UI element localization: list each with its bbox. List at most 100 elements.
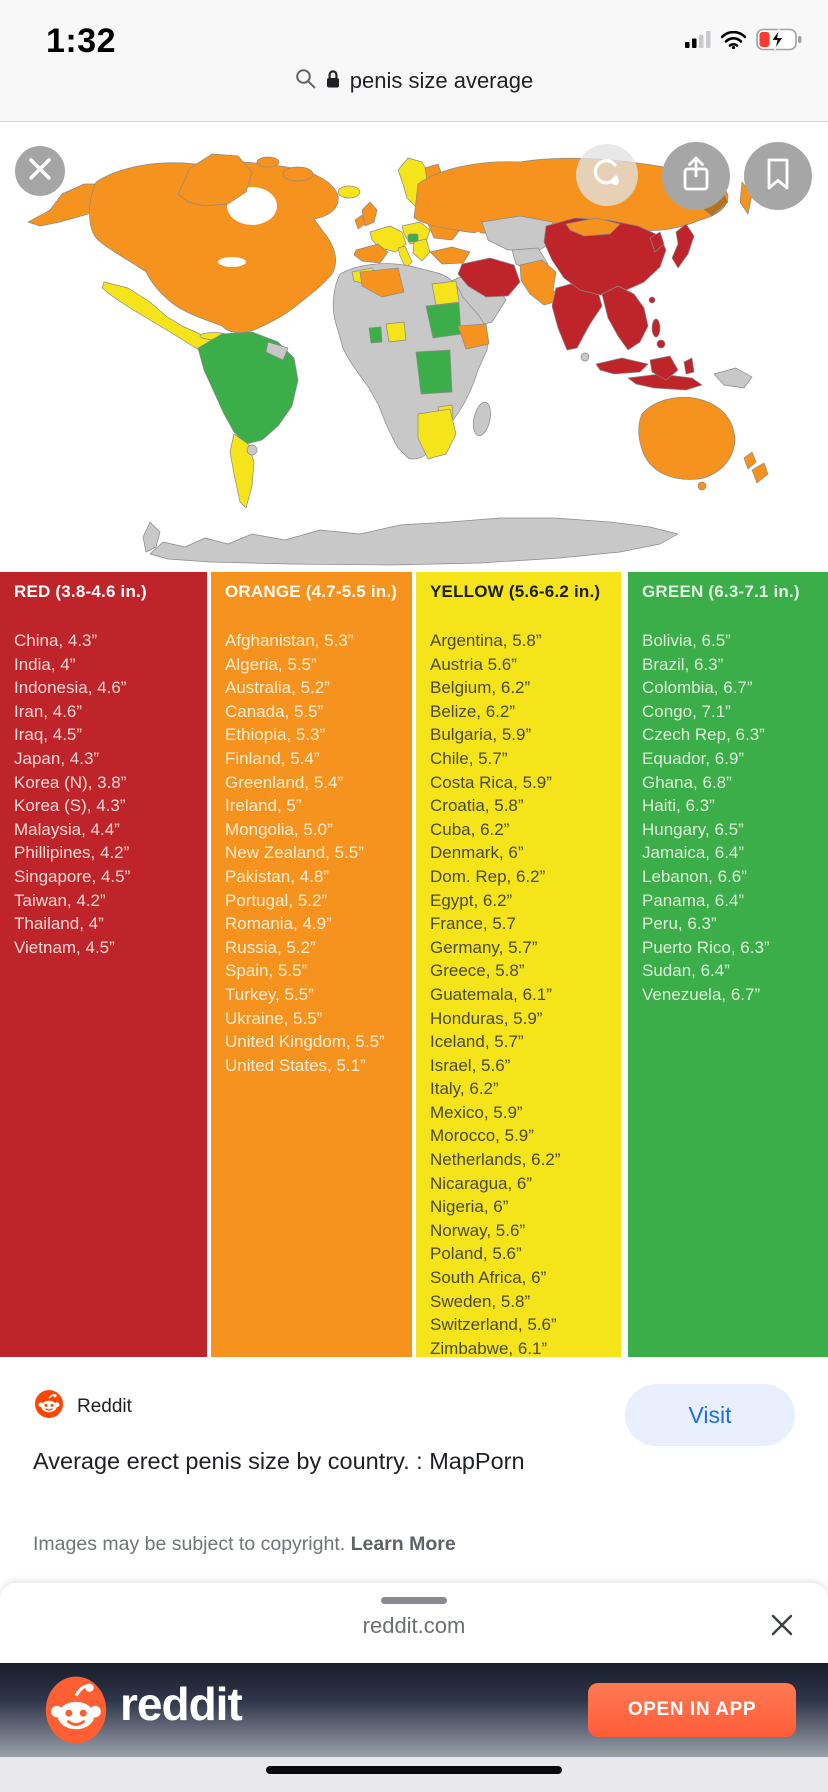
legend-entry: Pakistan, 4.8” xyxy=(225,866,329,886)
legend-entry: Korea (S), 4.3” xyxy=(14,796,126,816)
legend-entry: Bulgaria, 5.9” xyxy=(430,725,532,745)
bottom-strip xyxy=(0,1757,828,1792)
share-button[interactable] xyxy=(662,142,730,210)
legend-column-orange: ORANGE (4.7-5.5 in.) Afghanistan, 5.3” Al… xyxy=(211,572,412,1357)
sheet-close-button[interactable] xyxy=(762,1607,802,1647)
search-bar[interactable]: penis size average xyxy=(0,68,828,94)
bookmark-button[interactable] xyxy=(744,142,812,210)
legend-column-yellow: YELLOW (5.6-6.2 in.) Argentina, 5.8” Aust… xyxy=(416,572,621,1358)
legend-entry: Netherlands, 6.2” xyxy=(430,1150,561,1170)
legend-entry: Indonesia, 4.6” xyxy=(14,678,127,698)
bottom-sheet: reddit.com xyxy=(0,1583,828,1792)
bookmark-icon xyxy=(765,157,791,196)
legend-entry: Venezuela, 6.7” xyxy=(642,984,761,1004)
legend-entry: Afghanistan, 5.3” xyxy=(225,631,354,650)
visit-button[interactable]: Visit xyxy=(625,1384,795,1446)
legend-entry: Korea (N), 3.8” xyxy=(14,772,127,792)
close-button[interactable] xyxy=(15,146,65,196)
legend-entry: Canada, 5.5” xyxy=(225,701,324,721)
status-icons xyxy=(685,28,802,56)
legend-entry: Greece, 5.8” xyxy=(430,961,525,981)
visual-search-lens-icon xyxy=(590,156,624,195)
lock-icon xyxy=(325,69,341,94)
learn-more-link[interactable]: Learn More xyxy=(350,1533,456,1555)
legend-entry: Dom. Rep, 6.2” xyxy=(430,866,546,886)
legend-entry: Honduras, 5.9” xyxy=(430,1008,543,1028)
image-viewer: RED (3.8-4.6 in.) China, 4.3” India, 4” In… xyxy=(0,122,828,1358)
legend-entry: Sudan, 6.4” xyxy=(642,961,730,981)
legend-entry: Austria 5.6” xyxy=(430,654,517,674)
legend-entry: Russia, 5.2” xyxy=(225,937,316,957)
legend-entry: Belize, 6.2” xyxy=(430,701,516,721)
legend-list-red: China, 4.3” India, 4” Indonesia, 4.6” Iran,… xyxy=(14,629,207,959)
reddit-logo-icon xyxy=(44,1675,108,1750)
sheet-domain: reddit.com xyxy=(362,1613,466,1638)
search-query[interactable]: penis size average xyxy=(349,68,534,93)
legend-entry: Chile, 5.7” xyxy=(430,748,508,768)
legend-entry: Guatemala, 6.1” xyxy=(430,984,552,1004)
copyright-note: Images may be subject to copyright. Lear… xyxy=(33,1533,456,1556)
legend-entry: South Africa, 6” xyxy=(430,1268,547,1288)
status-time: 1:32 xyxy=(46,22,117,60)
legend-entry: Taiwan, 4.2” xyxy=(14,890,106,910)
legend-entry: Ukraine, 5.5” xyxy=(225,1008,323,1028)
legend-entry: Morocco, 5.9” xyxy=(430,1126,534,1146)
legend-entry: Thailand, 4” xyxy=(14,914,104,934)
legend-entry: Romania, 4.9” xyxy=(225,914,332,934)
cellular-signal-icon xyxy=(685,31,711,53)
visual-search-button[interactable] xyxy=(576,144,638,206)
legend-entry: Mexico, 5.9” xyxy=(430,1102,523,1122)
legend-entry: Iceland, 5.7” xyxy=(430,1032,524,1052)
legend-entry: Japan, 4.3” xyxy=(14,748,100,768)
top-chrome: 1:32 xyxy=(0,0,828,122)
open-in-app-button[interactable]: OPEN IN APP xyxy=(588,1683,796,1737)
home-indicator[interactable] xyxy=(266,1766,562,1774)
legend-entry: Argentina, 5.8” xyxy=(430,631,542,650)
sheet-drag-handle[interactable] xyxy=(381,1597,447,1604)
legend-entry: Italy, 6.2” xyxy=(430,1079,499,1099)
legend-entry: Phillipines, 4.2” xyxy=(14,843,130,863)
legend-entry: Hungary, 6.5” xyxy=(642,819,744,839)
world-map-image xyxy=(27,153,769,566)
legend-entry: Colombia, 6.7” xyxy=(642,678,753,698)
close-icon xyxy=(27,156,53,187)
legend-entry: France, 5.7 xyxy=(430,914,516,934)
reddit-app-banner[interactable]: reddit OPEN IN APP xyxy=(0,1663,828,1757)
legend-entry: Haiti, 6.3” xyxy=(642,796,715,816)
reddit-wordmark: reddit xyxy=(120,1678,243,1730)
legend-entry: India, 4” xyxy=(14,654,76,674)
legend-header-yellow: YELLOW (5.6-6.2 in.) xyxy=(430,582,601,601)
legend-entry: Turkey, 5.5” xyxy=(225,984,314,1004)
legend-column-green: GREEN (6.3-7.1 in.) Bolivia, 6.5” Brazil,… xyxy=(628,572,828,1357)
wifi-icon xyxy=(720,30,747,54)
legend-entry: United Kingdom, 5.5” xyxy=(225,1032,385,1052)
battery-charging-icon xyxy=(756,28,802,56)
legend-entry: Equador, 6.9” xyxy=(642,748,745,768)
source-row[interactable]: Reddit xyxy=(35,1390,132,1423)
legend-entry: Spain, 5.5” xyxy=(225,961,308,981)
legend-entry: Czech Rep, 6.3” xyxy=(642,725,765,745)
legend-entry: Nicaragua, 6” xyxy=(430,1173,533,1193)
legend-entry: Mongolia, 5.0” xyxy=(225,819,333,839)
legend-entry: Croatia, 5.8” xyxy=(430,796,524,816)
legend-entry: Peru, 6.3” xyxy=(642,914,717,934)
legend-entry: Puerto Rico, 6.3” xyxy=(642,937,770,957)
legend-entry: Algeria, 5.5” xyxy=(225,654,317,674)
copyright-text: Images may be subject to copyright. xyxy=(33,1533,351,1555)
legend-header-red: RED (3.8-4.6 in.) xyxy=(14,582,147,601)
legend-entry: Greenland, 5.4” xyxy=(225,772,344,792)
legend-entry: New Zealand, 5.5” xyxy=(225,843,364,863)
legend-entry: United States, 5.1” xyxy=(225,1055,366,1075)
result-title[interactable]: Average erect penis size by country. : M… xyxy=(33,1448,525,1474)
legend-entry: Norway, 5.6” xyxy=(430,1220,526,1240)
legend-entry: Switzerland, 5.6” xyxy=(430,1315,557,1335)
legend-entry: Belgium, 6.2” xyxy=(430,678,531,698)
legend-entry: Iran, 4.6” xyxy=(14,701,83,721)
size-legend: RED (3.8-4.6 in.) China, 4.3” India, 4” In… xyxy=(0,572,828,1358)
legend-entry: Portugal, 5.2” xyxy=(225,890,328,910)
legend-entry: China, 4.3” xyxy=(14,631,98,650)
legend-list-green: Bolivia, 6.5” Brazil, 6.3” Colombia, 6.7” C… xyxy=(642,629,828,1007)
legend-entry: Cuba, 6.2” xyxy=(430,819,510,839)
legend-entry: Vietnam, 4.5” xyxy=(14,937,115,957)
legend-entry: Zimbabwe, 6.1” xyxy=(430,1338,548,1358)
